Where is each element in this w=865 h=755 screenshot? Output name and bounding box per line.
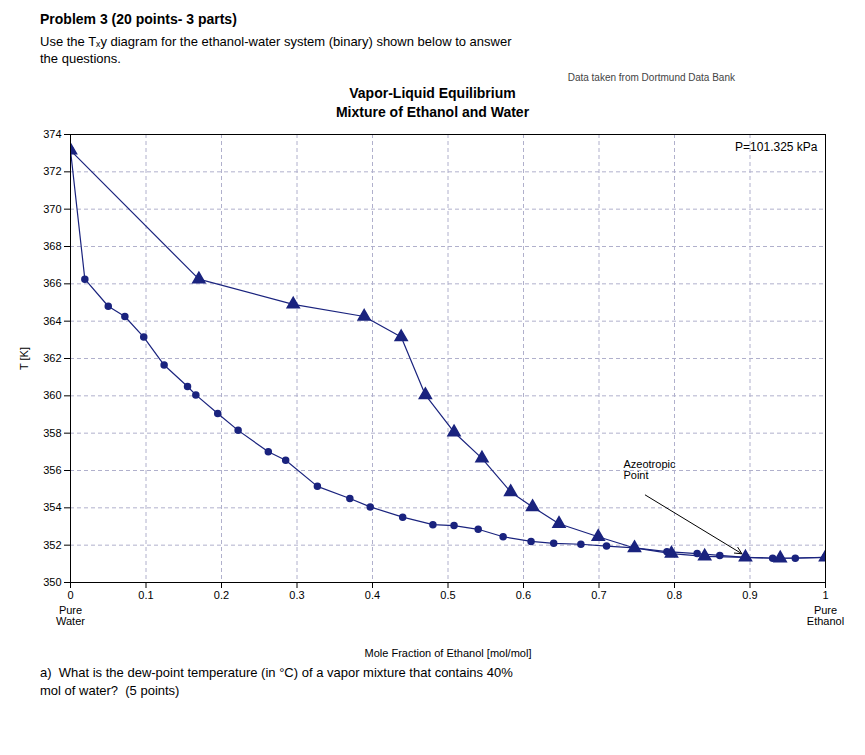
svg-text:0.8: 0.8 [667,589,682,601]
svg-text:0.6: 0.6 [516,589,531,601]
svg-text:366: 366 [43,277,61,289]
svg-text:0.7: 0.7 [591,589,606,601]
svg-text:368: 368 [43,240,61,252]
html-text:Data taken from Dortmund Data: Data taken from Dortmund Data Bank [567,72,735,83]
html-text:Problem 3 (20 points- 3 parts): Problem 3 (20 points- 3 parts) [40,11,237,27]
svg-text:PureEthanol: PureEthanol [807,604,844,627]
svg-text:0: 0 [67,589,73,601]
svg-text:362: 362 [43,352,61,364]
svg-text:370: 370 [43,203,61,215]
svg-text:0.5: 0.5 [440,589,455,601]
svg-text:0.1: 0.1 [138,589,153,601]
svg-text:0.2: 0.2 [214,589,229,601]
svg-text:0.3: 0.3 [289,589,304,601]
svg-text:0.9: 0.9 [742,589,757,601]
svg-text:358: 358 [43,427,61,439]
svg-text:PureWater: PureWater [56,604,85,627]
svg-text:354: 354 [43,501,61,513]
svg-text:T [K]: T [K] [18,347,30,370]
html-text:Use the Tₓy diagram for the et: Use the Tₓy diagram for the ethanol-wate… [40,33,512,67]
svg-text:Mole Fraction of Ethanol [mol/: Mole Fraction of Ethanol [mol/mol] [365,646,532,658]
svg-text:372: 372 [43,165,61,177]
svg-text:352: 352 [43,539,61,551]
svg-text:1: 1 [822,589,828,601]
svg-text:P=101.325 kPa: P=101.325 kPa [735,140,818,154]
svg-text:AzeotropicPoint: AzeotropicPoint [623,458,675,481]
svg-text:364: 364 [43,315,61,327]
svg-text:356: 356 [43,464,61,476]
svg-text:374: 374 [43,128,61,140]
svg-text:360: 360 [43,389,61,401]
html-text:a) What is the dew-point tempe: a) What is the dew-point temperature (in… [40,665,513,698]
html-text:Vapor-Liquid Equilibrium Mixtu: Vapor-Liquid Equilibrium Mixture of Etha… [335,85,530,120]
svg-text:0.4: 0.4 [365,589,380,601]
svg-text:350: 350 [43,576,61,588]
